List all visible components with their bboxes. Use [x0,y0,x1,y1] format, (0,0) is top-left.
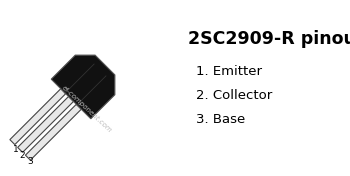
Text: el-component.com: el-component.com [61,84,113,134]
Text: 2SC2909-R pinout: 2SC2909-R pinout [188,30,350,48]
Text: 1. Emitter: 1. Emitter [196,65,262,78]
Polygon shape [18,96,74,152]
Text: 3: 3 [27,157,33,166]
Polygon shape [26,104,81,160]
Text: 2. Collector: 2. Collector [196,89,272,102]
Text: 3. Base: 3. Base [196,113,245,126]
Text: 1: 1 [13,145,19,154]
Text: 2: 2 [20,151,25,160]
Polygon shape [51,55,115,119]
Polygon shape [10,89,66,144]
